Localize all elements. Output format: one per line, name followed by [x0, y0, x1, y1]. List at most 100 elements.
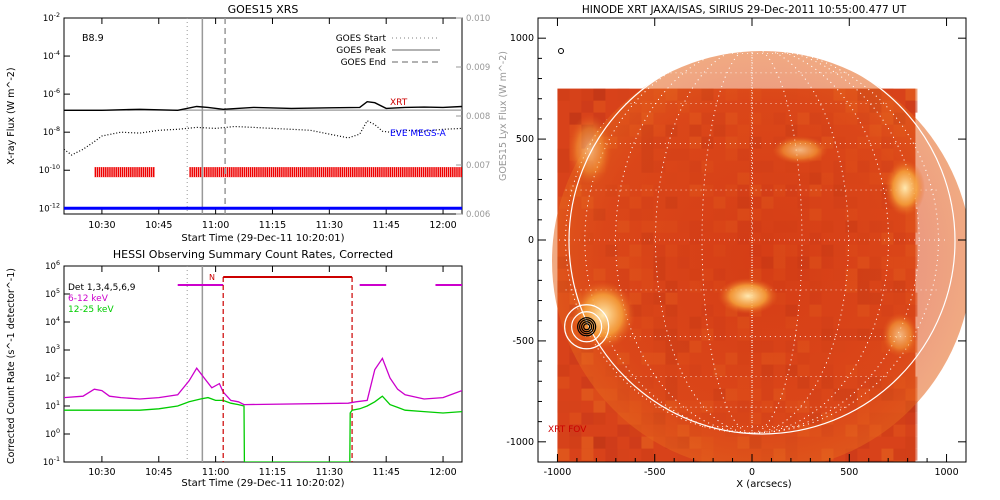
- xrt-image-block: [641, 448, 654, 461]
- xrt-fov-label: XRT FOV: [548, 425, 587, 435]
- xrt-image-block: [581, 412, 594, 425]
- xrt-image-block: [557, 448, 570, 461]
- goes-short-line: [64, 120, 462, 156]
- xrt-image-block: [557, 424, 570, 437]
- xrt-image-block: [581, 388, 594, 401]
- xrt-image-block: [557, 148, 570, 161]
- goes-y-tick-label: 10-4: [43, 49, 60, 62]
- xrt-x-ticks: -1000 -500 0 500 1000: [544, 18, 959, 478]
- flare-inner-contour: [581, 321, 593, 333]
- goes-x-tick-label: 11:00: [202, 220, 229, 231]
- hessi-plot-frame: [63, 265, 463, 463]
- hessi-y-tick-label: 104: [45, 315, 60, 328]
- xrt-image-block: [881, 460, 894, 462]
- xrt-y-tick-label: -1000: [506, 437, 534, 448]
- xrt-image-block: [569, 412, 582, 425]
- bright-region-center: [718, 278, 778, 314]
- bright-region-south: [882, 313, 918, 357]
- xrt-image-block: [629, 436, 642, 449]
- hessi-y-tick-label: 103: [45, 343, 60, 356]
- xrt-image-block: [569, 400, 582, 413]
- xrt-x-tick-label: 500: [840, 467, 858, 478]
- xrt-image-block: [557, 88, 570, 101]
- hessi-legend-det: Det 1,3,4,5,6,9: [68, 283, 136, 293]
- goes-x-tick-label: 11:45: [372, 220, 399, 231]
- hessi-x-tick-label: 11:30: [316, 467, 343, 478]
- goes-x-tick-label: 10:45: [145, 220, 172, 231]
- xrt-image-block: [893, 424, 906, 437]
- hessi-y-ticks: 106 105 104 103 102 101 100 10-1: [43, 259, 70, 468]
- hessi-night-label: N: [209, 273, 215, 282]
- goes-y2-tick-label: 0.008: [466, 112, 490, 122]
- goes-y-tick-label: 10-6: [43, 87, 60, 100]
- hessi-panel: HESSI Observing Summary Count Rates, Cor…: [6, 248, 463, 489]
- grid-longitude: [655, 51, 849, 434]
- goes-x-tick-label: 12:00: [429, 220, 456, 231]
- xrt-y-tick-label: 500: [516, 134, 534, 145]
- xrt-image-block: [893, 448, 906, 461]
- xrt-x-tick-label: -500: [644, 467, 666, 478]
- xrt-x-tick-label: 1000: [934, 467, 958, 478]
- flare-inner-contour: [583, 323, 591, 331]
- xrt-image-block: [905, 100, 918, 113]
- hessi-series: [64, 357, 462, 462]
- xrt-image: [552, 47, 966, 462]
- xrt-y-tick-label: 0: [528, 235, 534, 246]
- xrt-image-block: [869, 460, 882, 462]
- goes-event-lines: [186, 18, 226, 214]
- goes-series: [64, 100, 462, 210]
- hessi-title: HESSI Observing Summary Count Rates, Cor…: [113, 248, 393, 261]
- hessi-x-label: Start Time (29-Dec-11 10:20:02): [181, 478, 344, 489]
- xrt-x-tick-label: -1000: [544, 467, 572, 478]
- goes-class-label: B8.9: [82, 33, 104, 44]
- sun-disk: [552, 51, 966, 462]
- xrt-image-block: [581, 436, 594, 449]
- xrt-y-tick-label: -500: [512, 336, 534, 347]
- xrt-image-block: [581, 448, 594, 461]
- goes-y-tick-label: 10-12: [39, 201, 60, 214]
- bright-region-northwest: [885, 160, 925, 216]
- xrt-image-block: [569, 100, 582, 113]
- xrt-image-block: [593, 460, 606, 462]
- goes-annotation-xrt: XRT: [390, 98, 408, 108]
- xrt-image-block: [893, 460, 906, 462]
- goes-legend: GOES Start GOES Peak GOES End: [336, 34, 440, 68]
- xrt-image-block: [557, 364, 570, 377]
- hessi-y-tick-label: 101: [45, 399, 60, 412]
- goes-annotation-eve: EVE MEGS-A: [390, 129, 447, 139]
- hessi-y-tick-label: 106: [45, 259, 60, 272]
- xrt-image-block: [881, 448, 894, 461]
- goes-xrt-coverage-bar: [94, 167, 155, 178]
- hessi-x-tick-label: 11:15: [259, 467, 286, 478]
- hessi-y-tick-label: 102: [45, 371, 60, 384]
- xrt-image-block: [905, 436, 918, 449]
- goes-legend-end-label: GOES End: [341, 58, 386, 68]
- xrt-image-block: [617, 424, 630, 437]
- xrt-image-block: [605, 448, 618, 461]
- goes-y2-tick-label: 0.007: [466, 161, 490, 171]
- xrt-title: HINODE XRT JAXA/ISAS, SIRIUS 29-Dec-2011…: [582, 4, 907, 16]
- goes-x-tick-label: 11:15: [259, 220, 286, 231]
- xrt-x-label: X (arcsecs): [736, 479, 792, 490]
- xrt-image-block: [653, 460, 666, 462]
- hessi-12-25-line: [64, 395, 462, 462]
- goes-title: GOES15 XRS: [228, 3, 299, 16]
- xrt-image-block: [569, 460, 582, 462]
- xrt-image-block: [833, 460, 846, 462]
- hessi-legend-12-25: 12-25 keV: [68, 305, 114, 315]
- flare-outer-contour: [564, 304, 610, 350]
- goes-y2-tick-label: 0.006: [466, 210, 490, 220]
- xrt-image-block: [593, 88, 606, 101]
- xrt-image-block: [665, 460, 678, 462]
- xrt-image-block: [617, 88, 630, 101]
- xrt-image-block: [557, 376, 570, 389]
- xrt-image-block: [905, 88, 918, 101]
- goes-y-label: X-ray Flux (W m^-2): [6, 67, 17, 164]
- flare-contours: [564, 304, 610, 350]
- xrt-image-block: [557, 400, 570, 413]
- flare-inner-contour: [579, 319, 595, 335]
- xrt-image-block: [581, 88, 594, 101]
- xrt-image-block: [905, 424, 918, 437]
- xrt-x-tick-label: 0: [749, 467, 755, 478]
